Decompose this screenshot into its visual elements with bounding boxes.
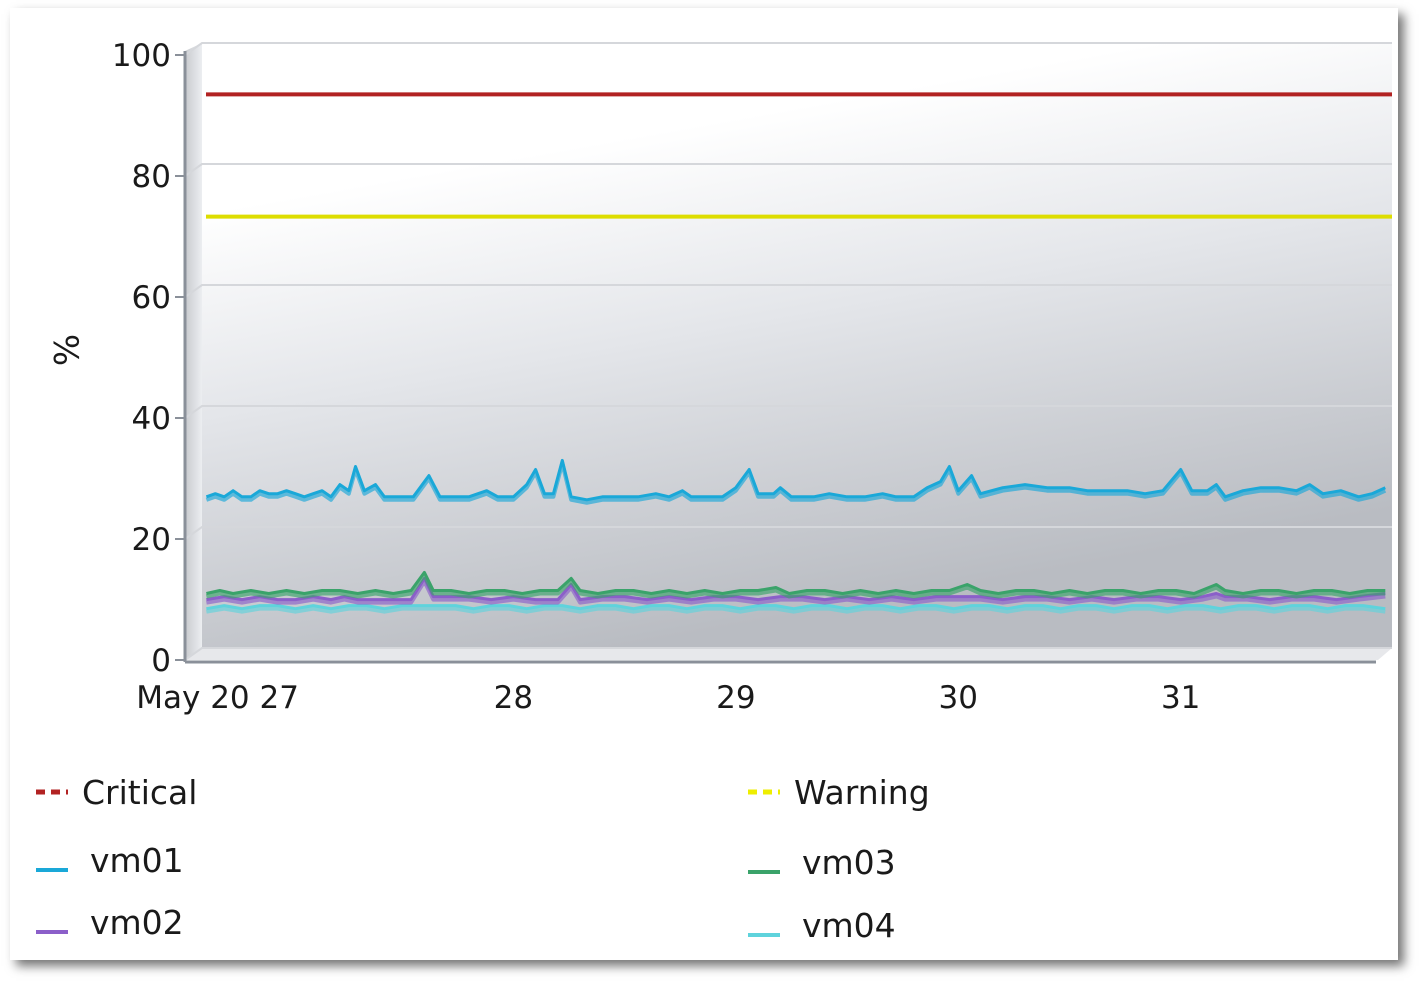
chart-card: 0 20 40 60 80 100 May 20 27 28 29 30 31 % Critica… bbox=[10, 8, 1398, 960]
axes bbox=[183, 51, 1376, 664]
x-tick-label: 31 bbox=[1161, 680, 1200, 716]
x-tick-label: 30 bbox=[939, 680, 978, 716]
gridline bbox=[184, 647, 1392, 661]
gridline bbox=[184, 526, 1392, 540]
series-vm04-line bbox=[206, 604, 1386, 611]
legend-label: vm02 bbox=[90, 903, 184, 942]
legend-item-vm03: vm03 bbox=[748, 843, 896, 882]
gridlines bbox=[184, 42, 1392, 661]
series-vm01-shadow bbox=[205, 461, 1387, 505]
series-vm01 bbox=[205, 458, 1387, 505]
y-tick-label: 40 bbox=[132, 401, 171, 437]
series-vm03-line bbox=[206, 570, 1386, 595]
x-tick-label: 29 bbox=[716, 680, 755, 716]
legend-item-warning: Warning bbox=[748, 773, 930, 812]
y-tick-label: 60 bbox=[132, 280, 171, 316]
y-axis-ticks: 0 20 40 60 80 100 bbox=[112, 38, 185, 679]
legend-item-vm04: vm04 bbox=[748, 906, 896, 945]
y-axis-label: % bbox=[45, 334, 85, 366]
legend: Critical Warning vm01 vm03 vm02 vm04 bbox=[36, 773, 930, 945]
x-tick-label: May 20 27 bbox=[136, 680, 299, 716]
gridline bbox=[184, 163, 1392, 177]
chart: 0 20 40 60 80 100 May 20 27 28 29 30 31 % Critica… bbox=[36, 38, 1392, 945]
series-lines bbox=[205, 458, 1387, 614]
legend-label: vm03 bbox=[802, 843, 896, 882]
gridline bbox=[184, 284, 1392, 298]
y-tick-label: 100 bbox=[112, 38, 171, 74]
floor bbox=[185, 648, 1392, 660]
series-vm02-line bbox=[206, 576, 1386, 602]
threshold-lines bbox=[206, 92, 1392, 219]
series-vm02-shadow bbox=[206, 579, 1386, 605]
y-tick-label: 20 bbox=[132, 522, 171, 558]
series-vm01-line bbox=[205, 458, 1386, 502]
series-vm04-shadow bbox=[206, 606, 1386, 614]
legend-item-vm01: vm01 bbox=[36, 841, 184, 880]
plot-area bbox=[202, 43, 1392, 648]
legend-item-critical: Critical bbox=[36, 773, 197, 812]
legend-label: Warning bbox=[794, 773, 930, 812]
left-wall bbox=[185, 43, 202, 660]
y-tick-label: 0 bbox=[151, 643, 171, 679]
series-vm03 bbox=[205, 570, 1386, 599]
series-vm02 bbox=[206, 576, 1386, 605]
legend-label: vm04 bbox=[802, 906, 896, 945]
legend-label: vm01 bbox=[90, 841, 184, 880]
series-vm03-shadow bbox=[205, 573, 1386, 599]
gridline bbox=[184, 405, 1392, 419]
y-tick-label: 80 bbox=[132, 159, 171, 195]
series-vm04 bbox=[206, 604, 1386, 614]
x-tick-label: 28 bbox=[494, 680, 533, 716]
gridline bbox=[184, 42, 1392, 56]
legend-label: Critical bbox=[82, 773, 197, 812]
legend-item-vm02: vm02 bbox=[36, 903, 184, 942]
x-axis-ticks: May 20 27 28 29 30 31 bbox=[136, 680, 1200, 716]
plot-background bbox=[185, 43, 1392, 660]
